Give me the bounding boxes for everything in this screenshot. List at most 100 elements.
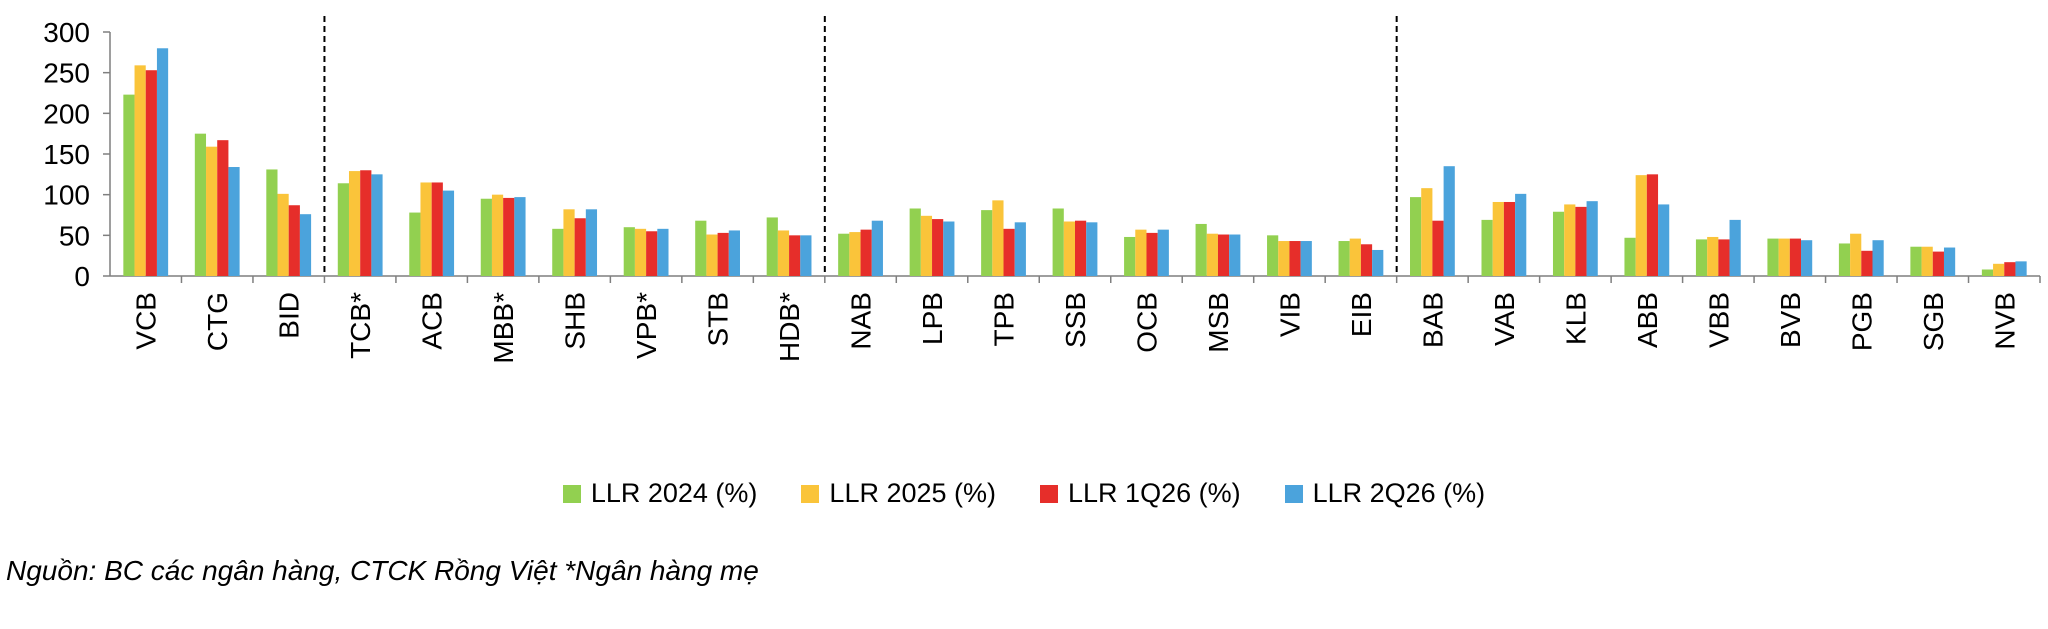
bar <box>1515 193 1527 276</box>
bar <box>860 229 872 276</box>
bar <box>1278 241 1290 276</box>
bar <box>1778 238 1790 276</box>
x-tick-label: TPB <box>989 292 1020 346</box>
bar <box>145 70 157 276</box>
bar <box>1443 166 1455 276</box>
bar <box>1910 246 1922 276</box>
bar <box>1157 229 1169 276</box>
bar <box>706 234 718 276</box>
x-tick-label: NAB <box>846 292 877 350</box>
bar <box>156 48 169 277</box>
bar <box>1789 238 1802 276</box>
bar <box>1338 241 1350 276</box>
bar <box>277 193 289 276</box>
legend-label: LLR 2025 (%) <box>829 478 997 508</box>
bar <box>800 235 812 276</box>
bar <box>1861 250 1873 276</box>
legend-item: LLR 2024 (%) <box>562 478 758 509</box>
bar <box>299 214 312 276</box>
bar <box>766 217 778 276</box>
bar <box>1075 220 1087 276</box>
source-note: Nguồn: BC các ngân hàng, CTCK Rồng Việt … <box>6 555 759 586</box>
bar <box>1635 175 1647 276</box>
bar <box>849 232 861 276</box>
x-tick-label: VPB* <box>631 292 662 359</box>
bar <box>348 171 361 276</box>
x-tick-label: VAB <box>1489 292 1520 346</box>
x-tick-label: ABB <box>1632 292 1663 348</box>
bar <box>1217 234 1230 276</box>
x-tick-label: NVB <box>1989 292 2020 350</box>
bar <box>1086 222 1098 276</box>
bar <box>646 231 658 276</box>
bar <box>932 219 944 276</box>
legend-swatch <box>1040 484 1059 503</box>
bar <box>1300 241 1312 276</box>
legend-swatch <box>1284 484 1303 503</box>
bar <box>909 208 921 276</box>
bar <box>728 230 740 276</box>
x-tick-label: MBB* <box>488 292 519 364</box>
bar <box>1124 236 1136 276</box>
bar <box>2015 261 2027 276</box>
bar <box>1146 232 1158 276</box>
legend-swatch <box>562 484 581 503</box>
x-tick-label: SHB <box>560 292 591 350</box>
bar <box>1503 201 1516 276</box>
bar <box>1658 204 1670 276</box>
x-tick-label: OCB <box>1131 292 1162 353</box>
bar <box>2004 262 2016 276</box>
y-tick-label: 150 <box>43 139 90 170</box>
bar <box>1981 269 1994 276</box>
bar <box>1552 211 1565 276</box>
legend-item: LLR 2025 (%) <box>801 478 996 509</box>
bar <box>1372 249 1384 276</box>
bar <box>563 209 575 276</box>
bar <box>1410 197 1422 276</box>
bar <box>1014 222 1026 276</box>
bar <box>1575 206 1587 276</box>
bar <box>1695 239 1708 276</box>
bar <box>194 133 207 276</box>
bar <box>585 209 598 276</box>
y-tick-label: 250 <box>43 58 90 89</box>
bar <box>789 235 801 276</box>
bar <box>1432 220 1444 276</box>
bar <box>1481 219 1493 276</box>
legend-label: LLR 2Q26 (%) <box>1312 478 1486 508</box>
bar <box>1932 251 1944 276</box>
bar <box>1872 240 1884 276</box>
x-tick-label: PGB <box>1846 292 1877 351</box>
y-tick-label: 50 <box>59 220 90 251</box>
bar <box>431 182 443 276</box>
bar <box>623 227 635 276</box>
y-tick-label: 300 <box>43 17 90 48</box>
x-tick-label: LPB <box>917 292 948 345</box>
x-tick-label: VIB <box>1274 292 1305 337</box>
bar <box>552 228 564 276</box>
bar <box>1206 233 1218 276</box>
y-tick-label: 200 <box>43 98 90 129</box>
x-tick-label: SSB <box>1060 292 1091 348</box>
bar <box>1624 237 1636 276</box>
bar <box>1195 223 1207 276</box>
bar <box>514 197 526 276</box>
legend: LLR 2024 (%) LLR 2025 (%) LLR 1Q26 (%) LLR … <box>0 478 2048 509</box>
bar <box>360 170 372 276</box>
bar <box>1838 243 1851 276</box>
legend-label: LLR 2024 (%) <box>590 478 758 508</box>
bar <box>371 174 383 276</box>
bar <box>480 198 492 276</box>
bar-chart: 0 50 100 150 200 250 300 VCB CTG BID TCB* ACB MBB* SH… <box>43 16 2041 364</box>
bar <box>442 190 455 276</box>
bar <box>1767 238 1779 276</box>
x-tick-label: SGB <box>1918 292 1949 351</box>
bar <box>1993 263 2005 276</box>
bar <box>217 140 229 276</box>
x-tick-label: TCB* <box>345 292 376 359</box>
bar <box>266 169 278 276</box>
bar <box>657 228 669 276</box>
bar <box>717 232 729 276</box>
bar <box>1646 174 1659 276</box>
bar <box>1289 241 1301 276</box>
